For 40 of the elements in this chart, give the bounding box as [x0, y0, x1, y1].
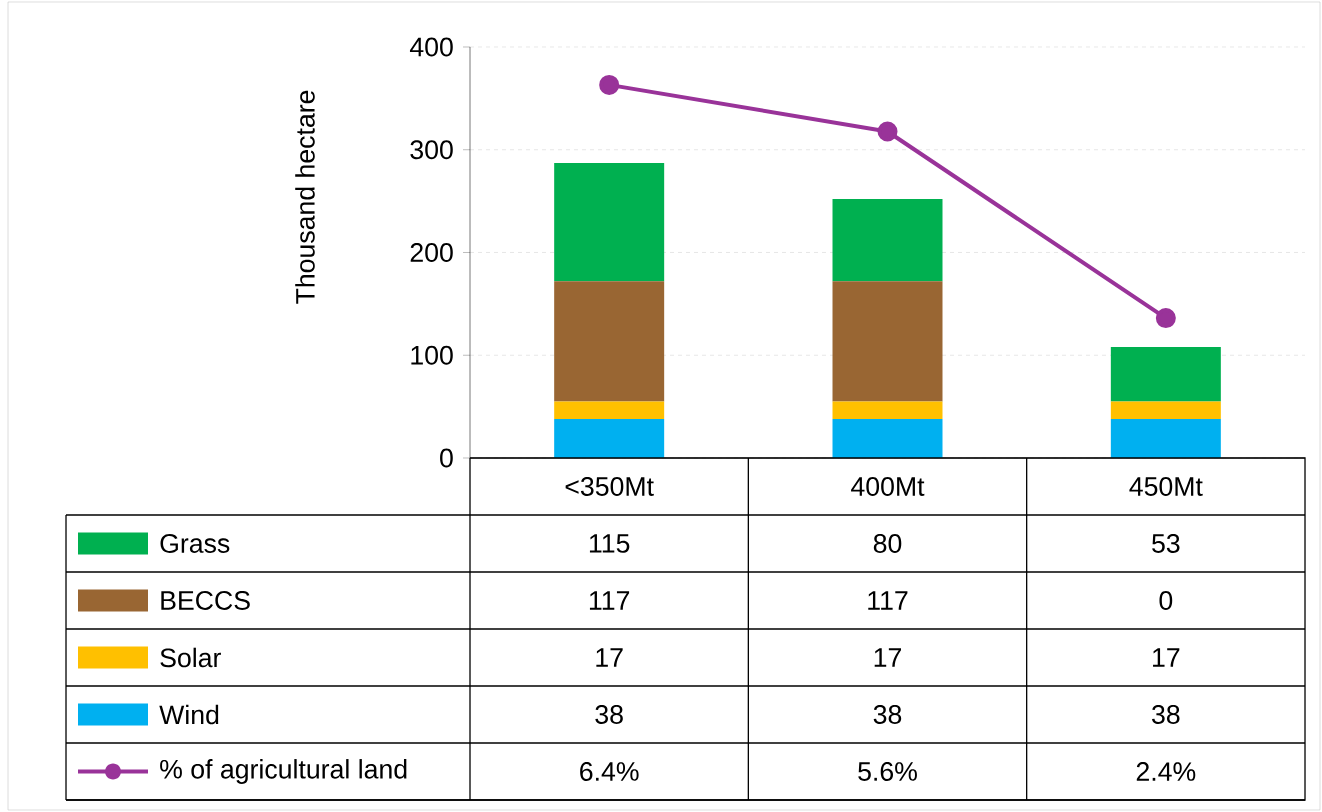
data-label: 5.6%: [858, 762, 917, 781]
bar: [832, 281, 943, 402]
legend-label: BECCS: [161, 591, 250, 610]
data-label: 53: [1152, 534, 1180, 553]
data-label: 117: [868, 591, 908, 610]
y-tick-label: 300: [410, 140, 453, 160]
y-tick-label: 400: [409, 37, 453, 57]
bar: [832, 401, 943, 419]
data-label: 38: [595, 705, 623, 724]
data-label: 38: [873, 705, 902, 724]
x-tick-label: 400Mt: [851, 477, 925, 496]
y-tick-label: 0: [440, 448, 453, 468]
data-label: 117: [589, 591, 630, 610]
data-label: 80: [873, 534, 902, 553]
bar: [554, 281, 665, 402]
bar: [554, 401, 665, 419]
bar: [1110, 401, 1221, 419]
legend-label: % of agricultural land: [160, 759, 407, 784]
data-label: 17: [596, 648, 623, 667]
x-tick-label: <350Mt: [565, 477, 654, 496]
data-label: 0: [1159, 591, 1173, 610]
y-tick-label: 100: [411, 345, 453, 365]
data-label: 6.4%: [580, 762, 639, 781]
legend-label: Wind: [159, 704, 219, 725]
data-label: 17: [1153, 648, 1180, 667]
bar: [832, 199, 943, 282]
bar: [1110, 347, 1221, 402]
legend-label: Solar: [160, 647, 221, 668]
bar: [1110, 418, 1221, 458]
y-axis-title: Thousand hectare: [295, 90, 315, 304]
x-tick-label: 450Mt: [1129, 477, 1203, 496]
bar: [554, 418, 665, 458]
data-label: 17: [874, 648, 901, 667]
bar: [554, 163, 665, 282]
bar: [832, 418, 943, 458]
legend-label: Grass: [160, 534, 230, 553]
data-label: 115: [589, 534, 630, 553]
y-tick-label: 200: [410, 243, 453, 262]
data-label: 2.4%: [1136, 762, 1196, 781]
data-label: 38: [1152, 705, 1180, 724]
